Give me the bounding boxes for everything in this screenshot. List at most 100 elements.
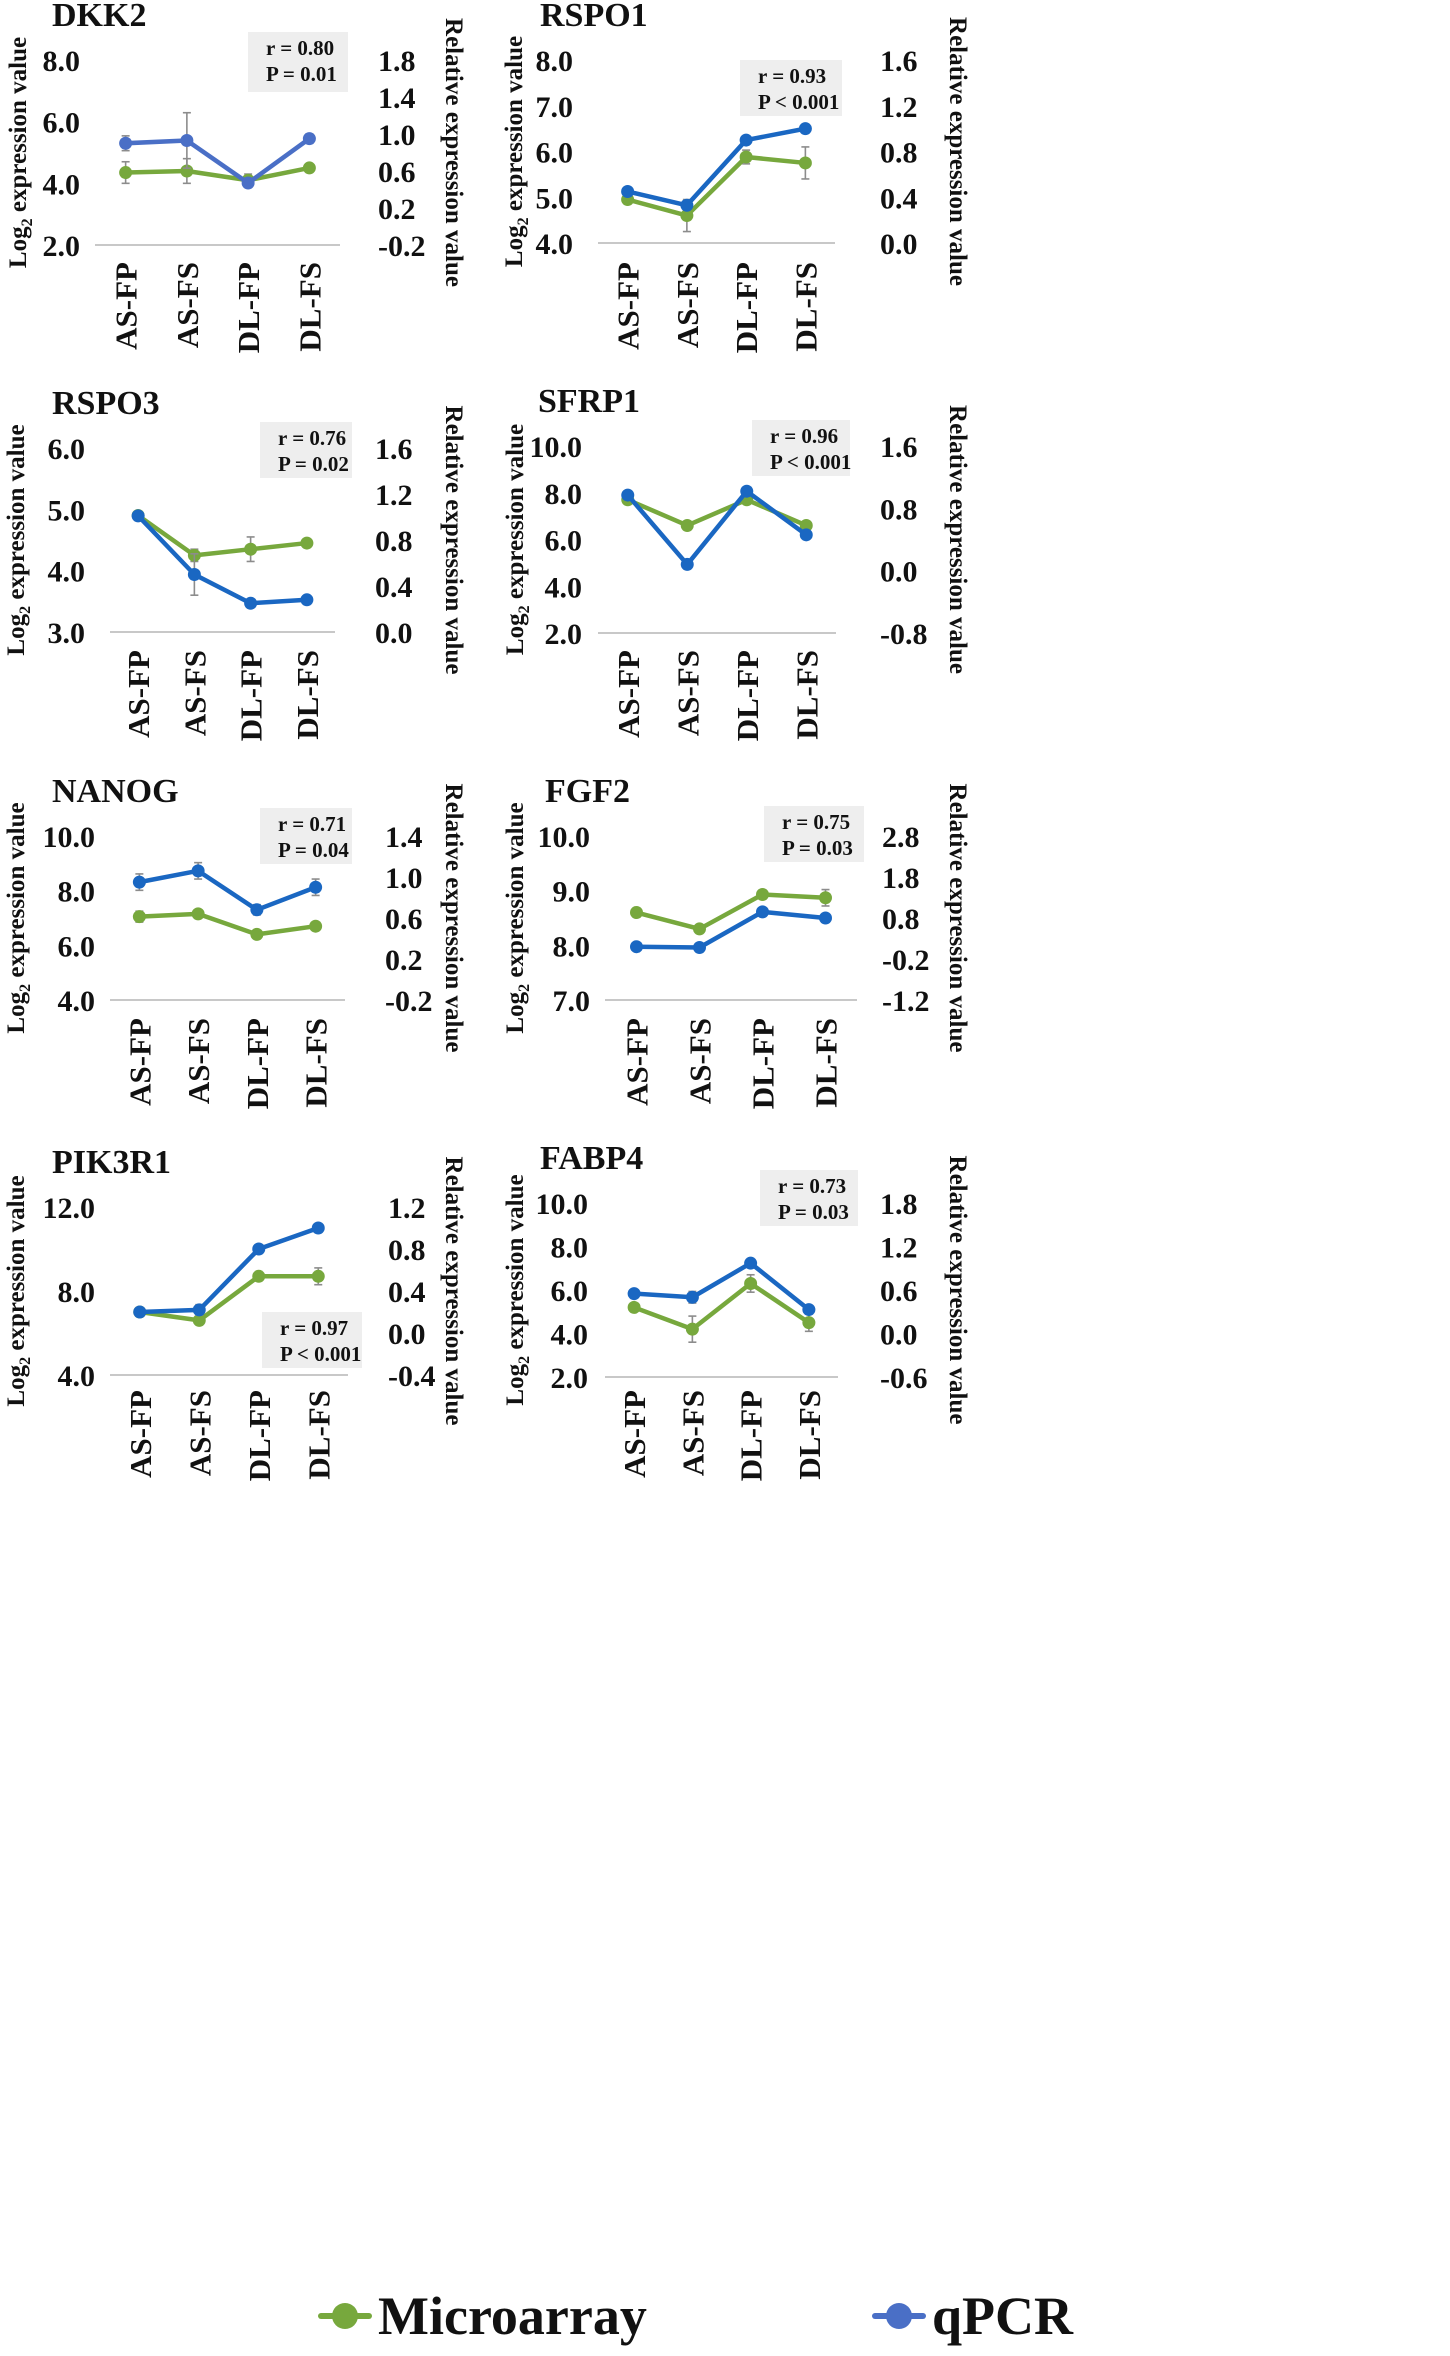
data-point-qpcr-dl-fp [250, 903, 264, 917]
left-tick-label: 8.0 [553, 930, 591, 963]
left-tick-label: 8.0 [551, 1232, 589, 1265]
data-point-microarray-as-fp [630, 906, 643, 920]
data-point-qpcr-dl-fs [311, 1221, 325, 1235]
annotation-r: r = 0.93 [758, 64, 826, 88]
correlation-annotation: r = 0.71P = 0.04 [260, 808, 352, 864]
annotation-background [260, 422, 352, 478]
data-point-microarray-as-fs [680, 518, 694, 532]
data-point-microarray-dl-fs [302, 161, 316, 175]
right-tick-label: -0.2 [385, 985, 433, 1018]
panel-rspo3: RSPO3 6.0 5.0 4.0 3.0 1.6 1.2 0.8 0.4 0.0 Log2 exp… [3, 385, 467, 741]
data-point-microarray-dl-fp [744, 1276, 758, 1290]
right-tick-label: 0.0 [880, 228, 918, 261]
category-label-as-fs: AS-FS [177, 650, 212, 736]
series-line-qpcr [627, 126, 806, 208]
left-tick-label: 2.0 [43, 230, 81, 263]
left-tick-label: 8.0 [43, 45, 81, 78]
data-point-microarray-dl-fp [244, 542, 258, 556]
data-point-microarray-as-fs [685, 1322, 699, 1336]
data-point-qpcr-dl-fs [798, 122, 812, 136]
annotation-p: P = 0.02 [278, 452, 349, 476]
left-axis-label: Log2 expression value [502, 1174, 533, 1405]
series-qpcr [133, 1221, 325, 1319]
series-line-microarray [627, 154, 806, 218]
qpcr-swatch-marker [886, 2303, 912, 2329]
right-tick-label: 0.8 [388, 1234, 426, 1267]
category-label-as-fp: AS-FP [611, 262, 646, 350]
data-point-microarray-dl-fp [250, 927, 264, 941]
category-label-dl-fs: DL-FS [792, 1390, 827, 1480]
left-tick-label: 10.0 [536, 1188, 589, 1221]
annotation-background [248, 32, 348, 92]
panel-fgf2: FGF2 10.0 9.0 8.0 7.0 2.8 1.8 0.8 -0.2 -1.2 Log2 e… [502, 773, 971, 1109]
category-label-dl-fp: DL-FP [240, 1018, 275, 1109]
left-axis-label: Log2 expression value [502, 424, 533, 655]
data-point-microarray-as-fs [693, 922, 706, 936]
series-qpcr [621, 484, 813, 571]
right-tick-label: 0.4 [375, 571, 413, 604]
data-point-microarray-as-fs [192, 1313, 206, 1327]
right-tick-label: 0.8 [880, 137, 918, 170]
left-tick-label: 8.0 [536, 45, 574, 78]
series-qpcr [627, 1256, 816, 1317]
right-tick-label: 1.8 [880, 1188, 918, 1221]
right-tick-label: 1.2 [375, 479, 413, 512]
category-label-as-fs: AS-FS [675, 1390, 710, 1476]
annotation-background [740, 60, 842, 116]
right-tick-label: 0.8 [375, 525, 413, 558]
correlation-annotation: r = 0.76P = 0.02 [260, 422, 352, 478]
data-point-qpcr-as-fp [119, 136, 133, 150]
right-axis-label: Relative expression value [944, 17, 971, 286]
right-tick-label: 1.8 [378, 45, 416, 78]
correlation-annotation: r = 0.93P < 0.001 [740, 60, 842, 116]
panel-title-sfrp1: SFRP1 [538, 383, 640, 420]
series-line-microarray [136, 513, 308, 558]
series-line-microarray [125, 165, 310, 183]
data-point-qpcr-dl-fp [252, 1242, 266, 1256]
series-qpcr [621, 122, 812, 212]
series-line-microarray [139, 911, 316, 937]
data-point-qpcr-as-fp [132, 875, 146, 889]
left-tick-label: 6.0 [545, 525, 583, 558]
category-label-as-fs: AS-FS [670, 262, 705, 348]
left-tick-label: 4.0 [48, 556, 86, 589]
data-point-qpcr-dl-fp [739, 133, 753, 147]
category-label-dl-fs: DL-FS [809, 1018, 844, 1108]
right-tick-label: 1.0 [385, 862, 423, 895]
panel-pik3r1: PIK3R1 12.0 8.0 4.0 1.2 0.8 0.4 0.0 -0.4 Log2 exp… [3, 1144, 467, 1481]
category-label-as-fp: AS-FP [611, 650, 646, 738]
data-point-qpcr-as-fs [685, 1290, 699, 1304]
right-tick-label: -0.6 [880, 1362, 928, 1395]
right-tick-label: -0.2 [882, 944, 930, 977]
data-point-microarray-dl-fs [798, 156, 812, 170]
data-point-qpcr-as-fs [187, 568, 201, 581]
right-tick-label: 1.0 [378, 119, 416, 152]
series-line-qpcr [136, 514, 308, 606]
data-point-microarray-dl-fp [739, 150, 753, 164]
data-point-microarray-dl-fs [309, 919, 323, 933]
category-label-dl-fs: DL-FS [788, 262, 823, 352]
left-tick-label: 8.0 [58, 1276, 96, 1309]
data-point-qpcr-as-fp [133, 1305, 147, 1319]
series-line-qpcr [633, 1260, 811, 1312]
right-tick-label: -1.2 [882, 985, 930, 1018]
category-label-as-fp: AS-FP [123, 1390, 158, 1478]
annotation-p: P = 0.03 [778, 1200, 849, 1224]
correlation-annotation: r = 0.96P < 0.001 [752, 420, 851, 476]
annotation-p: P < 0.001 [758, 90, 839, 114]
right-tick-label: 1.6 [375, 433, 413, 466]
data-point-microarray-dl-fs [300, 536, 314, 550]
right-axis-label: Relative expression value [440, 784, 467, 1053]
right-tick-label: 1.2 [880, 1232, 918, 1265]
panel-title-rspo3: RSPO3 [52, 385, 160, 422]
right-tick-label: 0.2 [378, 193, 416, 226]
data-point-microarray-dl-fs [802, 1316, 816, 1330]
left-tick-label: 4.0 [545, 571, 583, 604]
series-qpcr [119, 111, 316, 190]
category-label-as-fs: AS-FS [670, 650, 705, 736]
qpcr-swatch [872, 2296, 926, 2336]
right-tick-label: 0.6 [378, 156, 416, 189]
category-label-as-fs: AS-FS [182, 1390, 217, 1476]
left-tick-label: 4.0 [58, 985, 96, 1018]
